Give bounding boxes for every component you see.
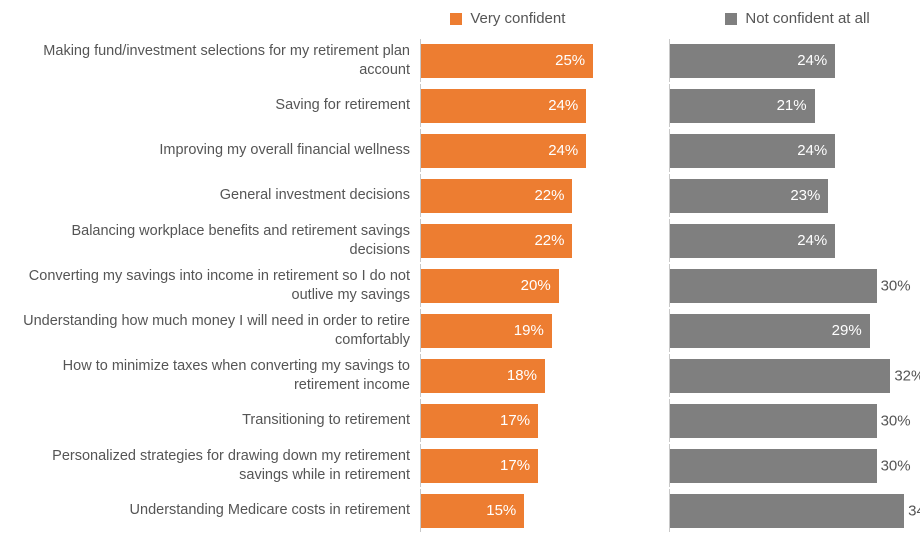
row-bars: 22% 24% (420, 219, 910, 262)
legend-swatch-right (725, 13, 737, 25)
bar-panel-very-confident: 24% (420, 129, 661, 172)
row-label: How to minimize taxes when converting my… (10, 357, 420, 393)
bar-panel-very-confident: 17% (420, 399, 661, 442)
row-bars: 17% 30% (420, 444, 910, 487)
chart-row: Making fund/investment selections for my… (10, 39, 910, 82)
legend-item-very-confident: Very confident (450, 10, 565, 27)
legend-item-not-confident: Not confident at all (725, 10, 869, 27)
row-bars: 24% 24% (420, 129, 910, 172)
legend-swatch-left (450, 13, 462, 25)
bar-value-label: 30% (881, 277, 911, 294)
row-label: Improving my overall financial wellness (10, 141, 420, 159)
bar-not-confident (670, 449, 877, 483)
legend-label-left: Very confident (470, 10, 565, 27)
row-label: Balancing workplace benefits and retirem… (10, 222, 420, 258)
bar-panel-not-confident: 24% (669, 129, 910, 172)
chart-row: How to minimize taxes when converting my… (10, 354, 910, 397)
bar-panel-not-confident: 30% (669, 399, 910, 442)
row-label: Making fund/investment selections for my… (10, 42, 420, 78)
row-bars: 17% 30% (420, 399, 910, 442)
chart-row: Improving my overall financial wellness2… (10, 129, 910, 172)
chart-row: Transitioning to retirement17% 30% (10, 399, 910, 442)
confidence-bar-chart: Making fund/investment selections for my… (10, 39, 910, 532)
row-bars: 18% 32% (420, 354, 910, 397)
bar-panel-very-confident: 22% (420, 219, 661, 262)
row-label: Converting my savings into income in ret… (10, 267, 420, 303)
row-bars: 22% 23% (420, 174, 910, 217)
bar-not-confident: 29% (670, 314, 870, 348)
row-bars: 20% 30% (420, 264, 910, 307)
bar-very-confident: 20% (421, 269, 559, 303)
bar-value-label: 32% (894, 367, 920, 384)
bar-panel-not-confident: 24% (669, 219, 910, 262)
bar-not-confident: 24% (670, 44, 835, 78)
row-bars: 24% 21% (420, 84, 910, 127)
bar-panel-not-confident: 21% (669, 84, 910, 127)
chart-row: Understanding how much money I will need… (10, 309, 910, 352)
bar-panel-not-confident: 34% (669, 489, 910, 532)
bar-panel-very-confident: 22% (420, 174, 661, 217)
bar-panel-very-confident: 15% (420, 489, 661, 532)
row-label: Saving for retirement (10, 96, 420, 114)
bar-very-confident: 17% (421, 449, 538, 483)
legend-label-right: Not confident at all (745, 10, 869, 27)
bar-panel-very-confident: 19% (420, 309, 661, 352)
bar-very-confident: 17% (421, 404, 538, 438)
bar-not-confident (670, 404, 877, 438)
row-label: Understanding how much money I will need… (10, 312, 420, 348)
row-bars: 25% 24% (420, 39, 910, 82)
bar-panel-not-confident: 23% (669, 174, 910, 217)
bar-not-confident (670, 269, 877, 303)
bar-panel-very-confident: 25% (420, 39, 661, 82)
bar-value-label: 30% (881, 457, 911, 474)
bar-not-confident: 21% (670, 89, 815, 123)
chart-row: General investment decisions22% 23% (10, 174, 910, 217)
bar-panel-very-confident: 24% (420, 84, 661, 127)
row-bars: 19% 29% (420, 309, 910, 352)
row-label: Transitioning to retirement (10, 411, 420, 429)
bar-very-confident: 18% (421, 359, 545, 393)
chart-row: Personalized strategies for drawing down… (10, 444, 910, 487)
bar-panel-not-confident: 30% (669, 444, 910, 487)
bar-not-confident: 24% (670, 134, 835, 168)
bar-panel-very-confident: 18% (420, 354, 661, 397)
bar-very-confident: 19% (421, 314, 552, 348)
bar-very-confident: 24% (421, 134, 586, 168)
bar-panel-not-confident: 29% (669, 309, 910, 352)
row-label: Personalized strategies for drawing down… (10, 447, 420, 483)
row-label: General investment decisions (10, 186, 420, 204)
bar-very-confident: 25% (421, 44, 593, 78)
row-bars: 15% 34% (420, 489, 910, 532)
bar-very-confident: 22% (421, 224, 572, 258)
bar-not-confident: 24% (670, 224, 835, 258)
row-label: Understanding Medicare costs in retireme… (10, 501, 420, 519)
bar-not-confident (670, 494, 904, 528)
bar-not-confident (670, 359, 890, 393)
chart-row: Saving for retirement24% 21% (10, 84, 910, 127)
chart-row: Balancing workplace benefits and retirem… (10, 219, 910, 262)
bar-very-confident: 24% (421, 89, 586, 123)
bar-panel-not-confident: 32% (669, 354, 910, 397)
bar-panel-very-confident: 20% (420, 264, 661, 307)
chart-row: Understanding Medicare costs in retireme… (10, 489, 910, 532)
bar-panel-not-confident: 24% (669, 39, 910, 82)
bar-value-label: 34% (908, 502, 920, 519)
bar-panel-not-confident: 30% (669, 264, 910, 307)
bar-value-label: 30% (881, 412, 911, 429)
bar-very-confident: 15% (421, 494, 524, 528)
chart-legend: Very confident Not confident at all (10, 10, 910, 27)
bar-panel-very-confident: 17% (420, 444, 661, 487)
bar-not-confident: 23% (670, 179, 828, 213)
bar-very-confident: 22% (421, 179, 572, 213)
chart-row: Converting my savings into income in ret… (10, 264, 910, 307)
